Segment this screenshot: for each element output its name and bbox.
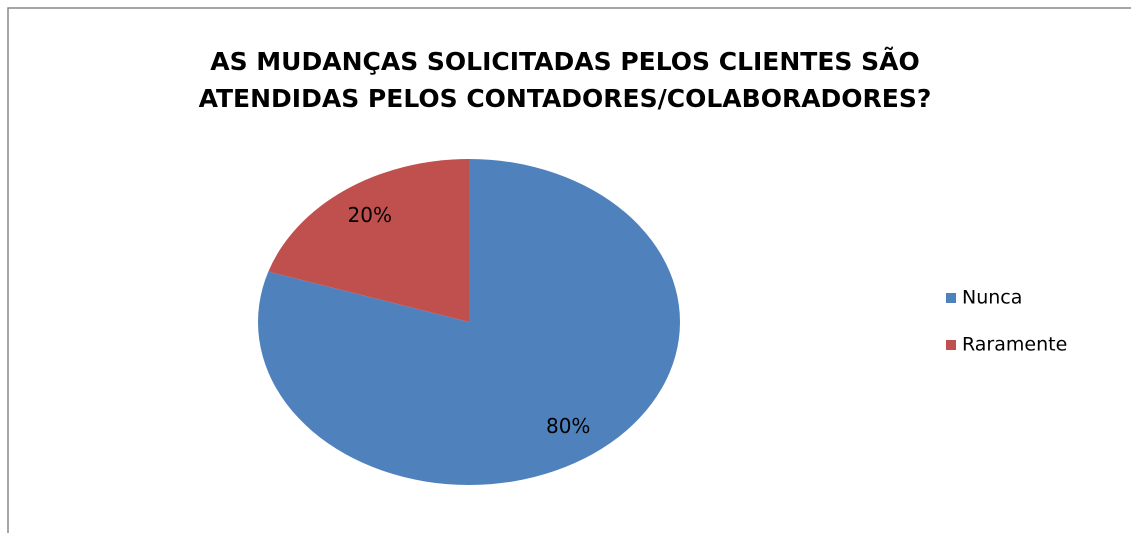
pie-slice bbox=[268, 159, 469, 322]
legend-swatch bbox=[946, 293, 956, 303]
chart-title: AS MUDANÇAS SOLICITADAS PELOS CLIENTES S… bbox=[210, 47, 920, 76]
data-label: 80% bbox=[546, 414, 590, 438]
data-label: 20% bbox=[348, 203, 392, 227]
legend-swatch bbox=[946, 340, 956, 350]
legend-label: Nunca bbox=[962, 287, 1022, 309]
chart-title: ATENDIDAS PELOS CONTADORES/COLABORADORES… bbox=[199, 84, 932, 113]
legend-label: Raramente bbox=[962, 334, 1067, 356]
pie-slice bbox=[258, 159, 680, 485]
